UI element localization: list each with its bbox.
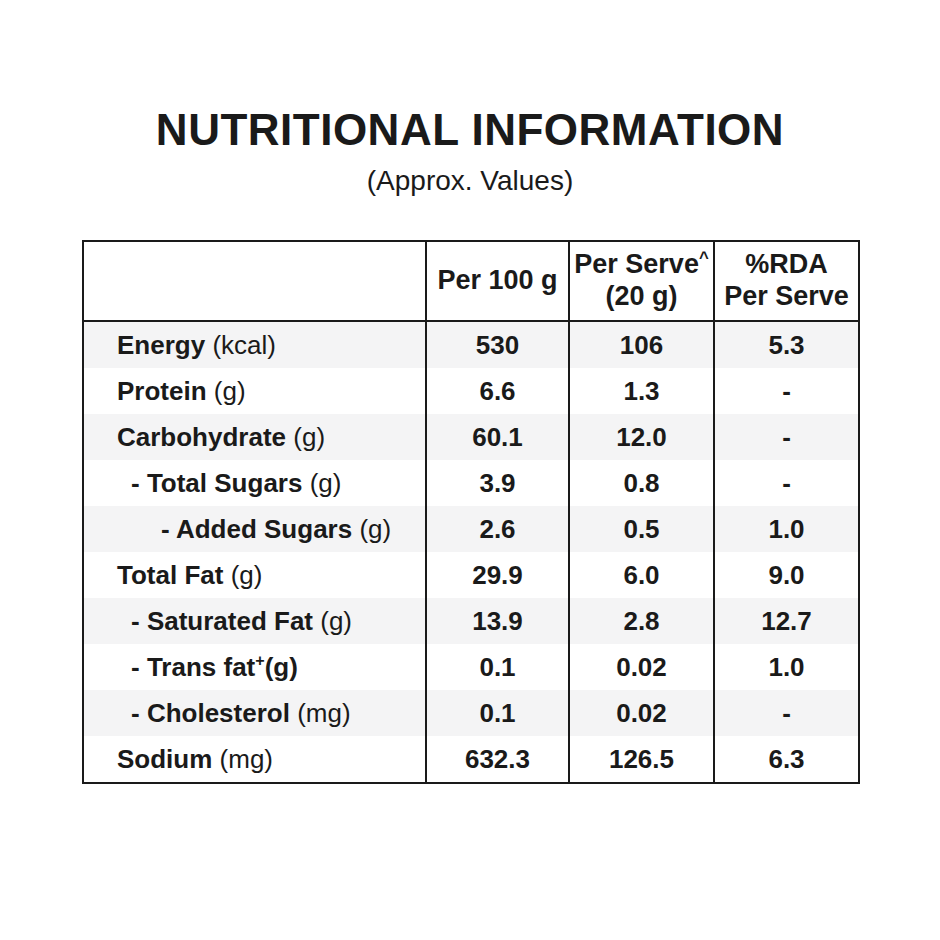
nutrient-label: Carbohydrate (g) [83, 414, 426, 460]
nutrient-unit: (mg) [212, 744, 273, 774]
nutrient-label: - Cholesterol (mg) [83, 690, 426, 736]
column-header-per-100g: Per 100 g [426, 241, 569, 321]
nutrient-name: Total Fat [117, 560, 223, 590]
table-row: Sodium (mg)632.3126.56.3 [83, 736, 859, 783]
value-rda-per-serve: - [714, 460, 859, 506]
table-row: Total Fat (g)29.96.09.0 [83, 552, 859, 598]
table-header-row: Per 100 g Per Serve^ (20 g) %RDA Per Ser… [83, 241, 859, 321]
value-per-100g: 6.6 [426, 368, 569, 414]
nutrient-name: - Trans fat [131, 652, 255, 682]
value-rda-per-serve: - [714, 414, 859, 460]
value-per-100g: 3.9 [426, 460, 569, 506]
value-per-100g: 0.1 [426, 644, 569, 690]
nutrient-name: - Cholesterol [131, 698, 290, 728]
table-row: - Cholesterol (mg)0.10.02- [83, 690, 859, 736]
nutrition-label-page: NUTRITIONAL INFORMATION (Approx. Values)… [0, 0, 940, 940]
value-per-serve: 12.0 [569, 414, 714, 460]
value-per-serve: 126.5 [569, 736, 714, 783]
value-per-serve: 0.8 [569, 460, 714, 506]
table-row: - Saturated Fat (g)13.92.812.7 [83, 598, 859, 644]
table-body: Energy (kcal)5301065.3Protein (g)6.61.3-… [83, 321, 859, 783]
nutrient-unit: (g) [313, 606, 352, 636]
value-per-100g: 29.9 [426, 552, 569, 598]
table-row: - Trans fat+(g)0.10.021.0 [83, 644, 859, 690]
nutrient-label: Sodium (mg) [83, 736, 426, 783]
value-rda-per-serve: 9.0 [714, 552, 859, 598]
nutrient-label: - Trans fat+(g) [83, 644, 426, 690]
nutrient-label: Protein (g) [83, 368, 426, 414]
table-row: - Added Sugars (g)2.60.51.0 [83, 506, 859, 552]
caret-superscript: ^ [699, 248, 709, 267]
value-rda-per-serve: 1.0 [714, 506, 859, 552]
nutrient-name: - Saturated Fat [131, 606, 313, 636]
value-per-100g: 632.3 [426, 736, 569, 783]
nutrition-table: Per 100 g Per Serve^ (20 g) %RDA Per Ser… [82, 240, 860, 784]
table-row: Carbohydrate (g)60.112.0- [83, 414, 859, 460]
value-per-serve: 6.0 [569, 552, 714, 598]
nutrient-name: Protein [117, 376, 207, 406]
value-per-serve: 106 [569, 321, 714, 368]
plus-superscript: + [255, 651, 264, 669]
value-rda-per-serve: 5.3 [714, 321, 859, 368]
nutrient-name: Carbohydrate [117, 422, 286, 452]
value-per-serve: 0.5 [569, 506, 714, 552]
column-header-rda-per-serve: %RDA Per Serve [714, 241, 859, 321]
value-per-100g: 60.1 [426, 414, 569, 460]
page-subtitle: (Approx. Values) [0, 164, 940, 198]
nutrient-unit: (kcal) [205, 330, 276, 360]
nutrient-label: - Added Sugars (g) [83, 506, 426, 552]
nutrient-unit: (g) [302, 468, 341, 498]
column-header-per-serve: Per Serve^ (20 g) [569, 241, 714, 321]
value-rda-per-serve: 6.3 [714, 736, 859, 783]
value-rda-per-serve: - [714, 368, 859, 414]
value-per-100g: 0.1 [426, 690, 569, 736]
nutrient-unit: (g) [207, 376, 246, 406]
nutrient-unit: (g) [286, 422, 325, 452]
nutrient-name: Sodium [117, 744, 212, 774]
value-per-100g: 13.9 [426, 598, 569, 644]
nutrient-label: Energy (kcal) [83, 321, 426, 368]
nutrient-unit: (g) [223, 560, 262, 590]
nutrient-unit: (mg) [290, 698, 351, 728]
nutrient-label: Total Fat (g) [83, 552, 426, 598]
nutrient-label: - Saturated Fat (g) [83, 598, 426, 644]
nutrient-name: - Total Sugars [131, 468, 302, 498]
value-per-serve: 1.3 [569, 368, 714, 414]
column-header-nutrient [83, 241, 426, 321]
table-row: Energy (kcal)5301065.3 [83, 321, 859, 368]
value-rda-per-serve: 12.7 [714, 598, 859, 644]
nutrient-name: - Added Sugars [161, 514, 352, 544]
table-row: Protein (g)6.61.3- [83, 368, 859, 414]
value-per-100g: 2.6 [426, 506, 569, 552]
value-per-serve: 2.8 [569, 598, 714, 644]
value-per-serve: 0.02 [569, 644, 714, 690]
value-rda-per-serve: - [714, 690, 859, 736]
nutrient-name: Energy [117, 330, 205, 360]
value-rda-per-serve: 1.0 [714, 644, 859, 690]
page-title: NUTRITIONAL INFORMATION [0, 106, 940, 154]
value-per-100g: 530 [426, 321, 569, 368]
nutrient-unit: (g) [265, 652, 298, 682]
nutrient-label: - Total Sugars (g) [83, 460, 426, 506]
table-row: - Total Sugars (g)3.90.8- [83, 460, 859, 506]
value-per-serve: 0.02 [569, 690, 714, 736]
nutrient-unit: (g) [352, 514, 391, 544]
